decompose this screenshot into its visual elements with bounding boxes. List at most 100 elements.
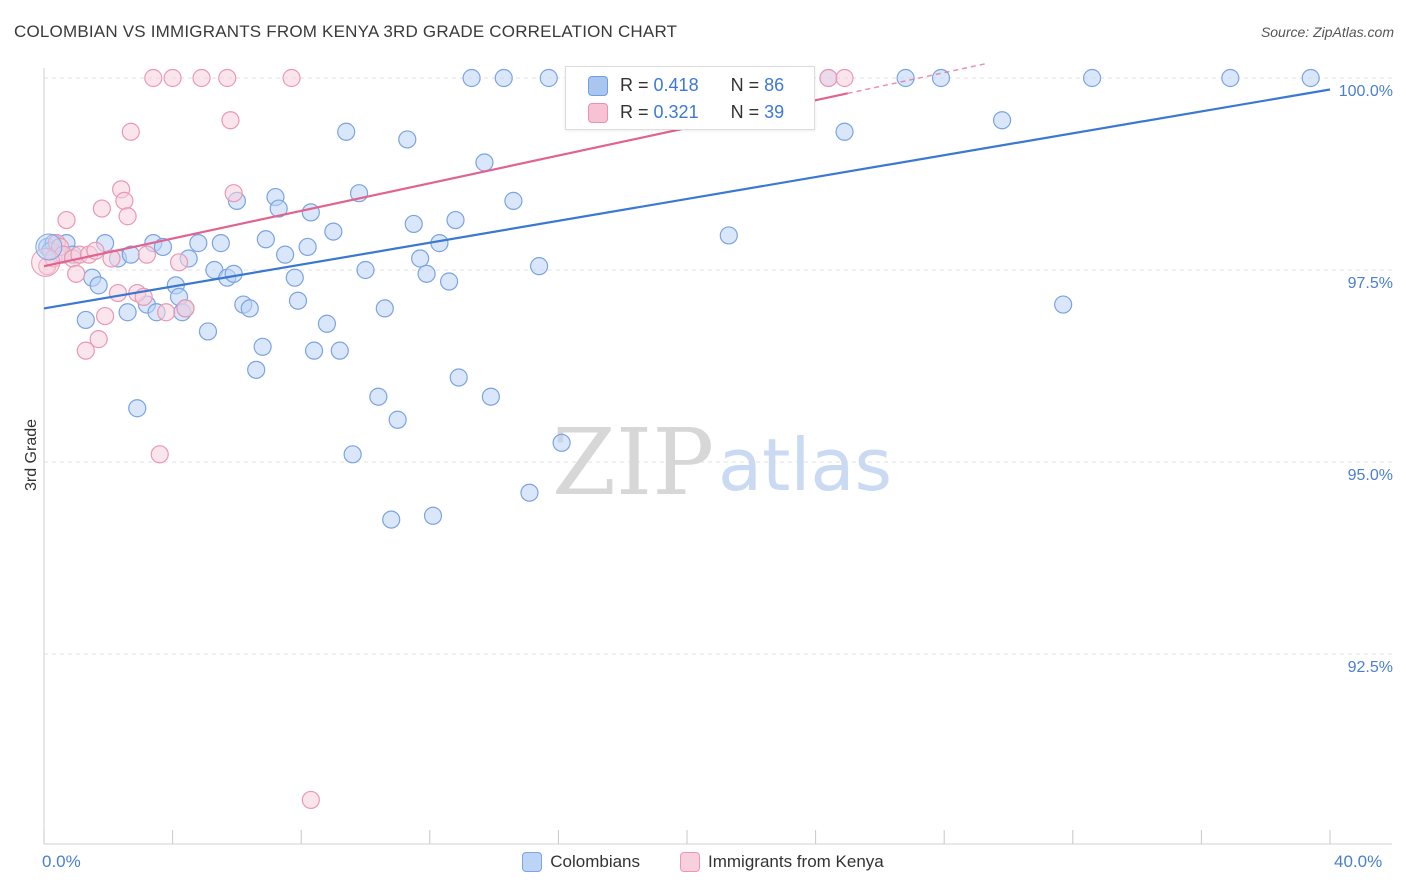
point-colombians: [439, 272, 459, 291]
watermark-atlas: atlas: [718, 423, 892, 507]
point-colombians: [189, 234, 208, 253]
point-colombians: [404, 214, 423, 234]
stats-r-label: R =: [620, 102, 649, 122]
point-colombians: [118, 303, 137, 322]
point-colombians: [247, 360, 266, 379]
point-kenya: [157, 303, 176, 322]
point-kenya: [95, 306, 115, 326]
point-kenya: [192, 68, 211, 88]
point-colombians: [369, 387, 388, 406]
y-tick-label: 95.0%: [1348, 467, 1393, 484]
data-points: [31, 68, 1320, 810]
y-axis-label: 3rd Grade: [23, 419, 40, 491]
point-kenya: [92, 199, 111, 218]
point-colombians: [1221, 68, 1240, 88]
point-kenya: [301, 790, 320, 810]
point-colombians: [530, 257, 549, 276]
point-kenya: [169, 253, 189, 272]
stats-n-label: N =: [730, 102, 760, 122]
point-colombians: [1301, 68, 1320, 88]
x-tick-label-min: 0.0%: [42, 852, 81, 871]
point-colombians: [304, 341, 324, 360]
point-colombians: [475, 153, 494, 172]
point-kenya: [835, 68, 854, 88]
stats-swatch-colombians: [588, 75, 608, 96]
point-colombians: [375, 299, 394, 318]
point-colombians: [356, 260, 375, 280]
point-colombians: [896, 68, 915, 88]
point-colombians: [76, 310, 95, 330]
point-kenya: [282, 68, 301, 88]
point-colombians: [211, 234, 230, 253]
point-colombians: [382, 510, 401, 529]
point-colombians: [343, 445, 362, 464]
point-colombians: [835, 122, 854, 141]
point-colombians: [552, 433, 571, 452]
point-kenya: [819, 68, 838, 88]
point-kenya: [89, 330, 108, 349]
point-colombians: [285, 268, 304, 287]
point-kenya: [224, 184, 243, 203]
y-tick-labels: 92.5% 95.0% 97.5% 100.0%: [1339, 83, 1393, 676]
stats-swatch-kenya: [588, 102, 608, 123]
point-colombians-cluster: [35, 233, 63, 261]
point-colombians: [504, 191, 523, 210]
axes: [43, 68, 1392, 845]
legend-label-colombians: Colombians: [550, 852, 641, 871]
y-tick-label: 92.5%: [1348, 659, 1393, 676]
point-colombians: [276, 245, 295, 264]
point-kenya: [115, 191, 134, 210]
point-colombians: [330, 341, 349, 360]
point-colombians: [324, 222, 343, 241]
point-kenya: [163, 68, 182, 88]
point-colombians: [449, 368, 468, 387]
gridlines: [44, 77, 1392, 655]
point-colombians: [411, 249, 430, 268]
point-kenya: [144, 68, 163, 88]
point-kenya: [121, 122, 140, 141]
point-colombians: [398, 130, 417, 149]
trend-line-kenya-extension: [847, 62, 987, 95]
point-colombians: [240, 299, 259, 318]
point-colombians: [317, 314, 337, 333]
point-colombians: [462, 68, 481, 88]
point-colombians: [198, 322, 218, 341]
point-kenya: [150, 445, 169, 464]
legend-label-kenya: Immigrants from Kenya: [708, 852, 884, 871]
point-kenya: [108, 283, 128, 303]
point-colombians: [298, 237, 317, 257]
point-colombians: [1054, 295, 1073, 314]
y-tick-label: 97.5%: [1348, 275, 1393, 292]
chart-title: COLOMBIAN VS IMMIGRANTS FROM KENYA 3RD G…: [14, 22, 678, 41]
y-tick-label: 100.0%: [1339, 83, 1393, 100]
legend-item-kenya[interactable]: Immigrants from Kenya: [680, 852, 884, 872]
stats-r-value: 0.321: [653, 102, 699, 122]
stats-box: R = 0.418 N = 86 R = 0.321 N = 39: [565, 66, 815, 130]
stats-r-label: R =: [620, 75, 649, 95]
point-kenya: [67, 264, 86, 283]
point-colombians: [539, 68, 558, 88]
legend-item-colombians[interactable]: Colombians: [522, 852, 640, 872]
legend-swatch-colombians: [522, 852, 543, 872]
point-kenya: [102, 249, 121, 268]
point-kenya: [221, 111, 240, 130]
point-colombians: [253, 337, 272, 356]
stats-r-value: 0.418: [653, 75, 699, 95]
point-colombians: [446, 210, 465, 230]
point-kenya: [218, 68, 237, 88]
point-colombians: [388, 410, 407, 429]
point-colombians: [224, 264, 243, 283]
trend-line-colombians: [43, 88, 1331, 310]
x-tick-label-max: 40.0%: [1334, 852, 1383, 871]
point-colombians: [153, 237, 173, 257]
point-kenya: [57, 210, 76, 230]
legend: Colombians Immigrants from Kenya: [0, 852, 1406, 872]
stats-row-colombians: R = 0.418 N = 86: [588, 75, 784, 96]
stats-n-value: 86: [764, 75, 785, 95]
point-kenya: [176, 299, 195, 318]
point-kenya: [118, 207, 137, 226]
source-label: Source: ZipAtlas.com: [1260, 24, 1394, 40]
point-colombians: [423, 506, 443, 525]
point-colombians: [269, 199, 288, 218]
